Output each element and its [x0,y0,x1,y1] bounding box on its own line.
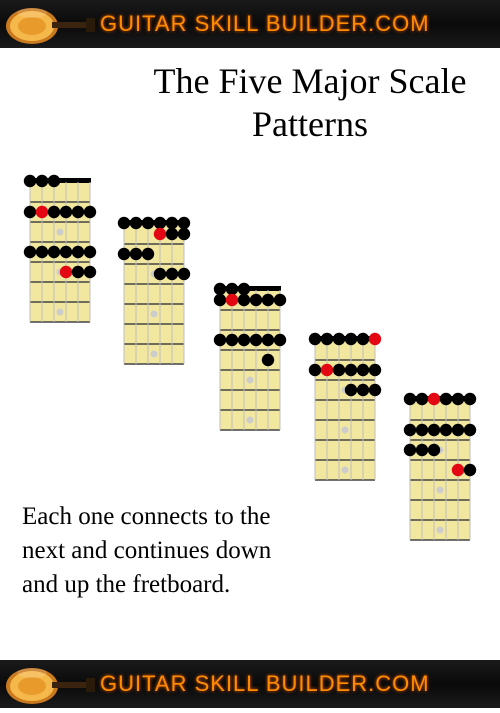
banner-text: GUITAR SKILL BUILDER.COM [100,11,430,37]
pattern-2 [114,210,194,374]
pattern-5 [400,386,480,550]
pattern-4 [305,326,385,490]
title-text: The Five Major Scale Patterns [154,61,467,144]
pattern-1 [20,168,100,332]
guitar-image [0,660,95,708]
header-banner: GUITAR SKILL BUILDER.COM [0,0,500,48]
banner-text: GUITAR SKILL BUILDER.COM [100,671,430,697]
caption-content: Each one connects to the next and contin… [22,503,271,598]
page-title: The Five Major Scale Patterns [150,60,470,146]
caption-text: Each one connects to the next and contin… [22,500,312,601]
guitar-image [0,0,95,48]
footer-banner: GUITAR SKILL BUILDER.COM [0,660,500,708]
pattern-3 [210,276,290,440]
